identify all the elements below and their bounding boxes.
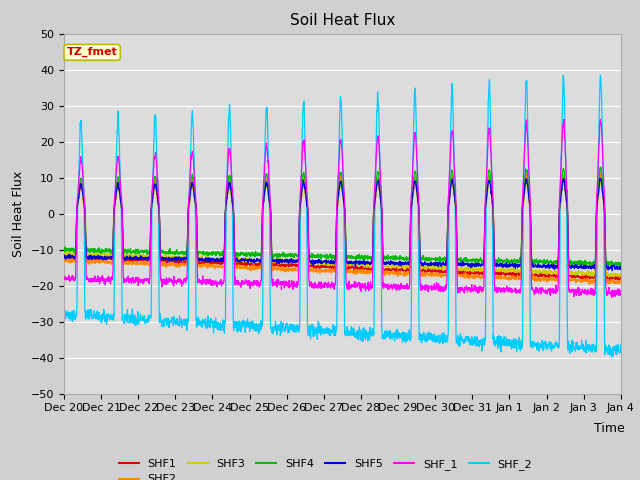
SHF1 — [606, 278, 614, 284]
Line: SHF_1: SHF_1 — [64, 119, 621, 297]
SHF1 — [504, 271, 512, 276]
SHF3 — [568, 270, 575, 276]
SHF_1 — [583, 288, 591, 294]
Line: SHF3: SHF3 — [64, 181, 621, 277]
SHF3 — [616, 275, 623, 280]
SHF_1 — [216, 281, 223, 287]
Line: SHF5: SHF5 — [64, 179, 621, 271]
SHF_2 — [568, 349, 575, 355]
SHF2 — [504, 277, 512, 283]
Line: SHF4: SHF4 — [64, 167, 621, 266]
SHF4 — [583, 261, 591, 267]
SHF1 — [216, 259, 223, 265]
SHF4 — [617, 262, 625, 267]
SHF2 — [617, 279, 625, 285]
SHF5 — [358, 259, 366, 265]
SHF5 — [504, 262, 512, 268]
SHF1 — [60, 253, 68, 259]
SHF5 — [583, 264, 591, 270]
SHF3 — [559, 178, 567, 184]
SHF5 — [371, 202, 378, 207]
SHF_2 — [60, 308, 68, 314]
SHF3 — [358, 262, 366, 268]
SHF_1 — [371, 189, 378, 194]
Text: TZ_fmet: TZ_fmet — [67, 47, 118, 58]
SHF1 — [584, 275, 591, 280]
SHF4 — [216, 252, 223, 257]
SHF3 — [584, 271, 591, 277]
SHF2 — [358, 270, 366, 276]
SHF2 — [586, 281, 593, 287]
SHF5 — [596, 176, 604, 181]
SHF2 — [568, 276, 575, 281]
SHF_2 — [371, 239, 378, 245]
Line: SHF1: SHF1 — [64, 177, 621, 281]
SHF_1 — [504, 288, 512, 294]
SHF1 — [617, 275, 625, 281]
SHF_1 — [596, 116, 604, 122]
SHF5 — [609, 268, 616, 274]
SHF4 — [60, 246, 68, 252]
SHF5 — [568, 263, 575, 268]
SHF_2 — [608, 354, 616, 360]
SHF2 — [584, 278, 591, 284]
SHF4 — [597, 164, 605, 170]
SHF4 — [371, 198, 378, 204]
SHF_1 — [617, 292, 625, 298]
SHF2 — [216, 263, 223, 268]
SHF5 — [617, 264, 625, 269]
SHF2 — [60, 259, 68, 264]
SHF1 — [568, 272, 575, 278]
SHF_2 — [504, 337, 512, 343]
Title: Soil Heat Flux: Soil Heat Flux — [290, 13, 395, 28]
Legend: SHF1, SHF2, SHF3, SHF4, SHF5, SHF_1, SHF_2: SHF1, SHF2, SHF3, SHF4, SHF5, SHF_1, SHF… — [114, 455, 537, 480]
SHF_2 — [583, 343, 591, 348]
SHF_1 — [60, 276, 68, 282]
SHF3 — [504, 265, 512, 271]
SHF4 — [568, 261, 575, 266]
SHF4 — [504, 259, 512, 264]
SHF2 — [522, 171, 530, 177]
SHF1 — [358, 263, 366, 269]
SHF5 — [60, 252, 68, 258]
SHF3 — [60, 251, 68, 256]
SHF_1 — [358, 283, 366, 288]
SHF_1 — [568, 289, 575, 295]
SHF1 — [485, 174, 493, 180]
SHF5 — [216, 257, 223, 263]
SHF3 — [617, 272, 625, 277]
SHF4 — [358, 255, 366, 261]
SHF3 — [216, 256, 223, 262]
Line: SHF_2: SHF_2 — [64, 75, 621, 357]
X-axis label: Time: Time — [595, 422, 625, 435]
SHF_2 — [358, 326, 366, 332]
Y-axis label: Soil Heat Flux: Soil Heat Flux — [12, 170, 25, 257]
SHF2 — [371, 201, 378, 207]
SHF_2 — [216, 327, 223, 333]
SHF3 — [371, 204, 378, 209]
SHF_2 — [596, 72, 604, 78]
SHF_1 — [607, 294, 615, 300]
SHF1 — [371, 201, 378, 207]
SHF4 — [609, 264, 617, 269]
SHF_2 — [617, 341, 625, 347]
Line: SHF2: SHF2 — [64, 174, 621, 284]
